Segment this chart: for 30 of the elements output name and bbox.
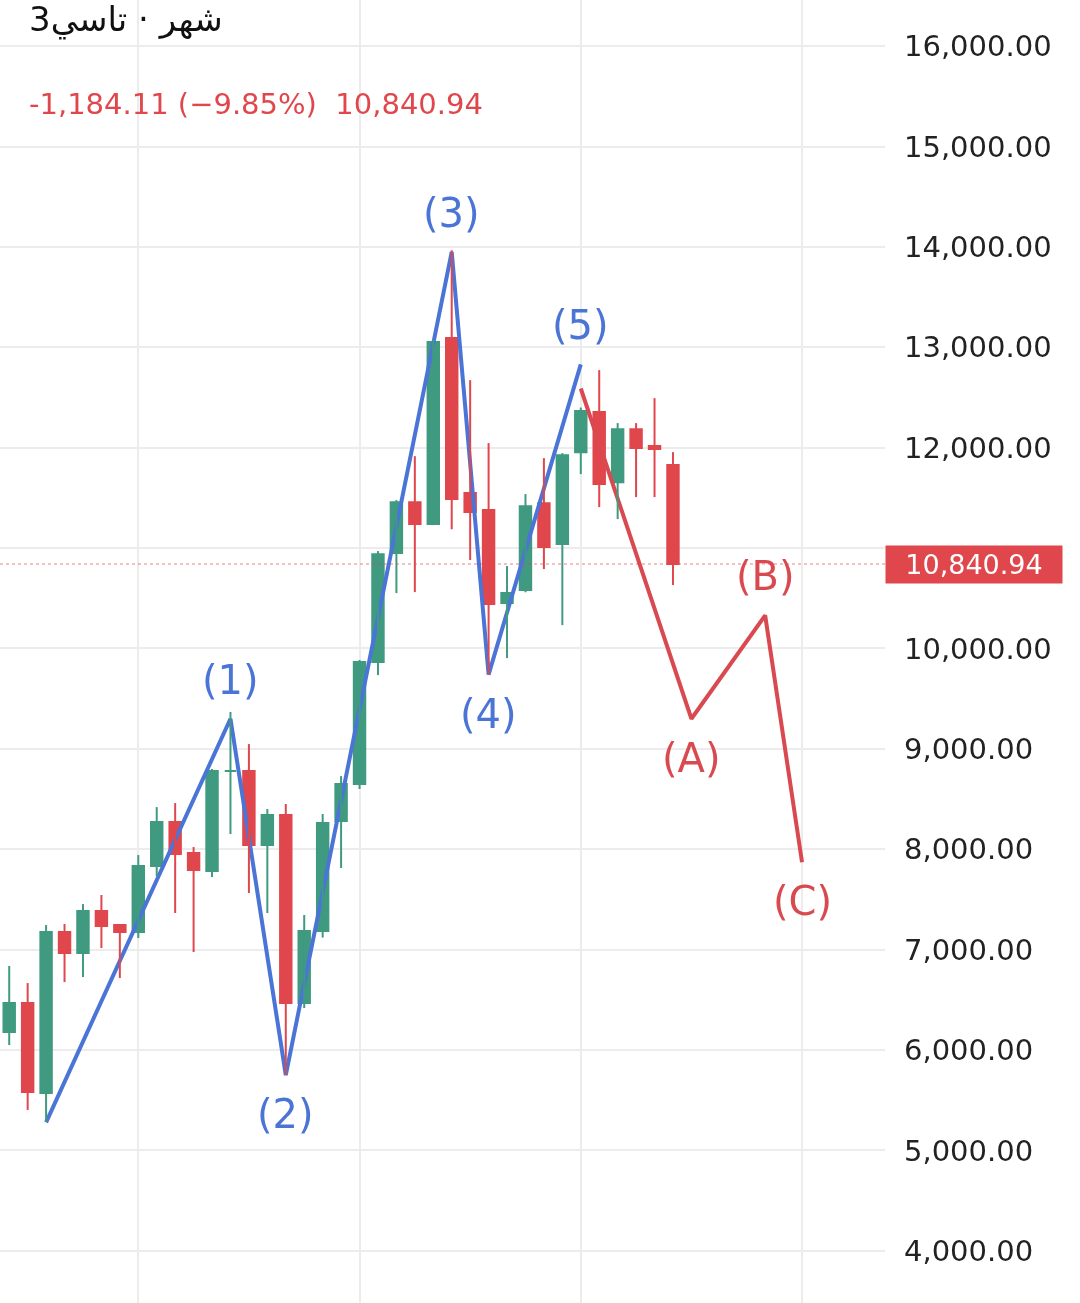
y-tick-label: 16,000.00 (904, 29, 1052, 64)
y-tick-label: 4,000.00 (904, 1233, 1034, 1268)
candlestick (223, 711, 238, 835)
y-tick-label: 12,000.00 (904, 430, 1052, 465)
candlestick (76, 903, 90, 979)
candlestick (39, 924, 53, 1124)
candlestick (666, 451, 680, 587)
annotation: (2) (257, 1091, 314, 1137)
y-tick-label: 15,000.00 (904, 129, 1052, 164)
annotation: (5) (552, 302, 609, 348)
annotation: (1) (202, 657, 259, 703)
y-tick-label: 9,000.00 (904, 732, 1034, 767)
y-tick-label: 7,000.00 (904, 932, 1034, 967)
chart-title: 3شهر · تاسي (29, 0, 223, 40)
annotation: (4) (460, 691, 517, 737)
y-tick-label: 13,000.00 (904, 330, 1052, 365)
annotation: (3) (423, 190, 480, 236)
y-tick-label: 14,000.00 (904, 230, 1052, 265)
y-tick-label: 5,000.00 (904, 1133, 1034, 1168)
candlestick (629, 422, 643, 499)
ref-line-label: 10,840.94 (905, 549, 1043, 580)
text: -1,184.11 (−9.85%) 10,840.94 (29, 87, 483, 121)
y-tick-label: 8,000.00 (904, 832, 1034, 867)
y-tick-label: 10,000.00 (904, 631, 1052, 666)
y-tick-label: 6,000.00 (904, 1033, 1034, 1068)
annotation: (B) (736, 553, 795, 599)
annotation: (A) (662, 735, 721, 781)
candlestick (408, 455, 422, 594)
annotation: (C) (773, 878, 833, 924)
candlestick (113, 923, 127, 980)
